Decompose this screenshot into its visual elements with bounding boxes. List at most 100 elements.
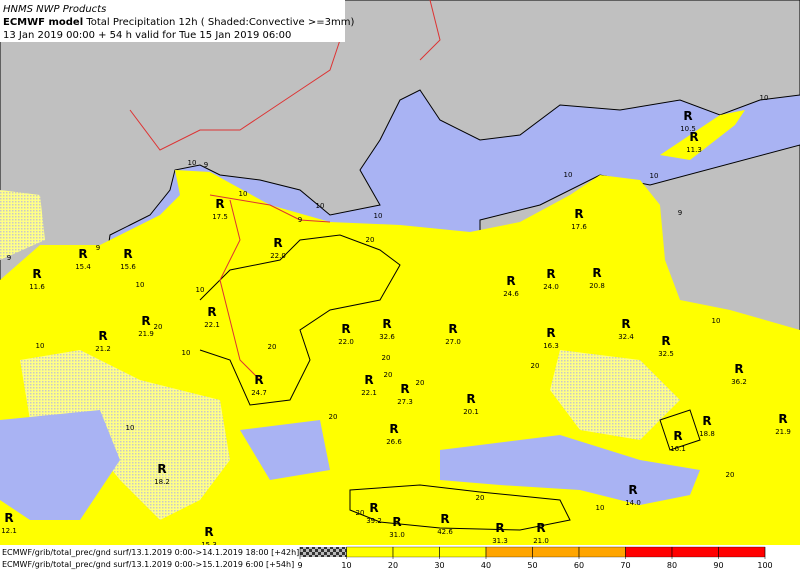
max-symbol: R	[32, 267, 41, 281]
max-value: 32.4	[618, 333, 634, 341]
max-symbol: R	[506, 274, 515, 288]
max-symbol: R	[400, 382, 409, 396]
max-value: 31.0	[389, 531, 405, 539]
contour-label: 20	[382, 354, 391, 362]
legend-swatch	[532, 546, 580, 558]
contour-label: 9	[204, 161, 208, 169]
max-value: 20.1	[463, 408, 479, 416]
max-symbol: R	[389, 422, 398, 436]
max-value: 16.3	[543, 342, 559, 350]
legend-tick-label: 80	[667, 561, 677, 570]
product: Total Precipitation 12h ( Shaded:Convect…	[85, 17, 354, 28]
max-symbol: R	[364, 373, 373, 387]
valid-time: 13 Jan 2019 00:00 + 54 h valid for Tue 1…	[3, 30, 291, 41]
max-value: 12.1	[1, 527, 17, 535]
max-symbol: R	[592, 266, 601, 280]
max-value: 22.1	[361, 389, 377, 397]
max-value: 22.0	[338, 338, 354, 346]
max-symbol: R	[369, 501, 378, 515]
contour-label: 10	[196, 286, 205, 294]
max-value: 32.6	[379, 333, 395, 341]
max-symbol: R	[673, 429, 682, 443]
legend-swatch	[625, 546, 673, 558]
max-symbol: R	[98, 329, 107, 343]
max-value: 26.6	[386, 438, 402, 446]
legend-tick-label: 20	[388, 561, 398, 570]
legend-tick-label: 100	[757, 561, 772, 570]
max-value: 36.2	[731, 378, 747, 386]
max-symbol: R	[628, 483, 637, 497]
max-value: 21.9	[775, 428, 791, 436]
agency: HNMS NWP Products	[3, 4, 106, 15]
contour-label: 20	[366, 236, 375, 244]
contour-label: 20	[268, 343, 277, 351]
max-symbol: R	[254, 373, 263, 387]
contour-label: 20	[384, 371, 393, 379]
max-symbol: R	[448, 322, 457, 336]
max-value: 22.1	[204, 321, 220, 329]
max-symbol: R	[702, 414, 711, 428]
contour-label: 20	[531, 362, 540, 370]
max-value: 24.7	[251, 389, 267, 397]
max-symbol: R	[141, 314, 150, 328]
max-value: 17.5	[212, 213, 228, 221]
max-value: 15.4	[75, 263, 91, 271]
max-symbol: R	[382, 317, 391, 331]
legend-swatch	[439, 546, 487, 558]
max-symbol: R	[466, 392, 475, 406]
max-value: 21.2	[95, 345, 111, 353]
contour-label: 10	[126, 424, 135, 432]
max-symbol: R	[4, 511, 13, 525]
max-value: 32.5	[658, 350, 674, 358]
contour-label: 10	[188, 159, 197, 167]
max-symbol: R	[215, 197, 224, 211]
product-line: ECMWF model Total Precipitation 12h ( Sh…	[3, 17, 354, 28]
max-symbol: R	[661, 334, 670, 348]
legend-tick-label: 40	[481, 561, 491, 570]
max-symbol: R	[78, 247, 87, 261]
footer-line: ECMWF/grib/total_prec/gnd surf/13.1.2019…	[2, 548, 299, 557]
max-value: 10.5	[680, 125, 696, 133]
legend-swatch	[671, 546, 719, 558]
model: ECMWF model	[3, 17, 83, 28]
legend-tick-label: 10	[341, 561, 351, 570]
legend-swatch	[300, 547, 347, 557]
contour-label: 9	[7, 254, 11, 262]
borders	[129, 0, 441, 381]
max-value: 11.6	[29, 283, 45, 291]
max-value: 20.8	[589, 282, 605, 290]
max-value: 39.2	[366, 517, 382, 525]
max-symbol: R	[689, 130, 698, 144]
max-value: 27.0	[445, 338, 461, 346]
max-value: 17.6	[571, 223, 587, 231]
max-value: 16.1	[670, 445, 686, 453]
contour-label: 10	[36, 342, 45, 350]
contour-label: 10	[239, 190, 248, 198]
contour-label: 10	[760, 94, 769, 102]
contour-label: 10	[316, 202, 325, 210]
max-symbol: R	[683, 109, 692, 123]
precipitation-area	[0, 110, 800, 545]
contour-label: 20	[416, 379, 425, 387]
max-value: 14.0	[625, 499, 641, 507]
max-symbol: R	[207, 305, 216, 319]
max-symbol: R	[123, 247, 132, 261]
max-symbol: R	[204, 525, 213, 539]
contour-label: 10	[136, 281, 145, 289]
contour-label: 10	[650, 172, 659, 180]
max-symbol: R	[621, 317, 630, 331]
legend-swatch	[392, 546, 440, 558]
legend-tick-label: 90	[713, 561, 723, 570]
contour-label: 20	[356, 509, 365, 517]
max-value: 42.6	[437, 528, 453, 536]
max-value: 24.0	[543, 283, 559, 291]
legend-swatch	[346, 546, 394, 558]
contour-label: 20	[726, 471, 735, 479]
contour-label: 9	[298, 216, 302, 224]
max-value: 31.3	[492, 537, 508, 545]
contour-label: 20	[329, 413, 338, 421]
coastline	[199, 234, 701, 531]
max-symbol: R	[778, 412, 787, 426]
max-symbol: R	[392, 515, 401, 529]
